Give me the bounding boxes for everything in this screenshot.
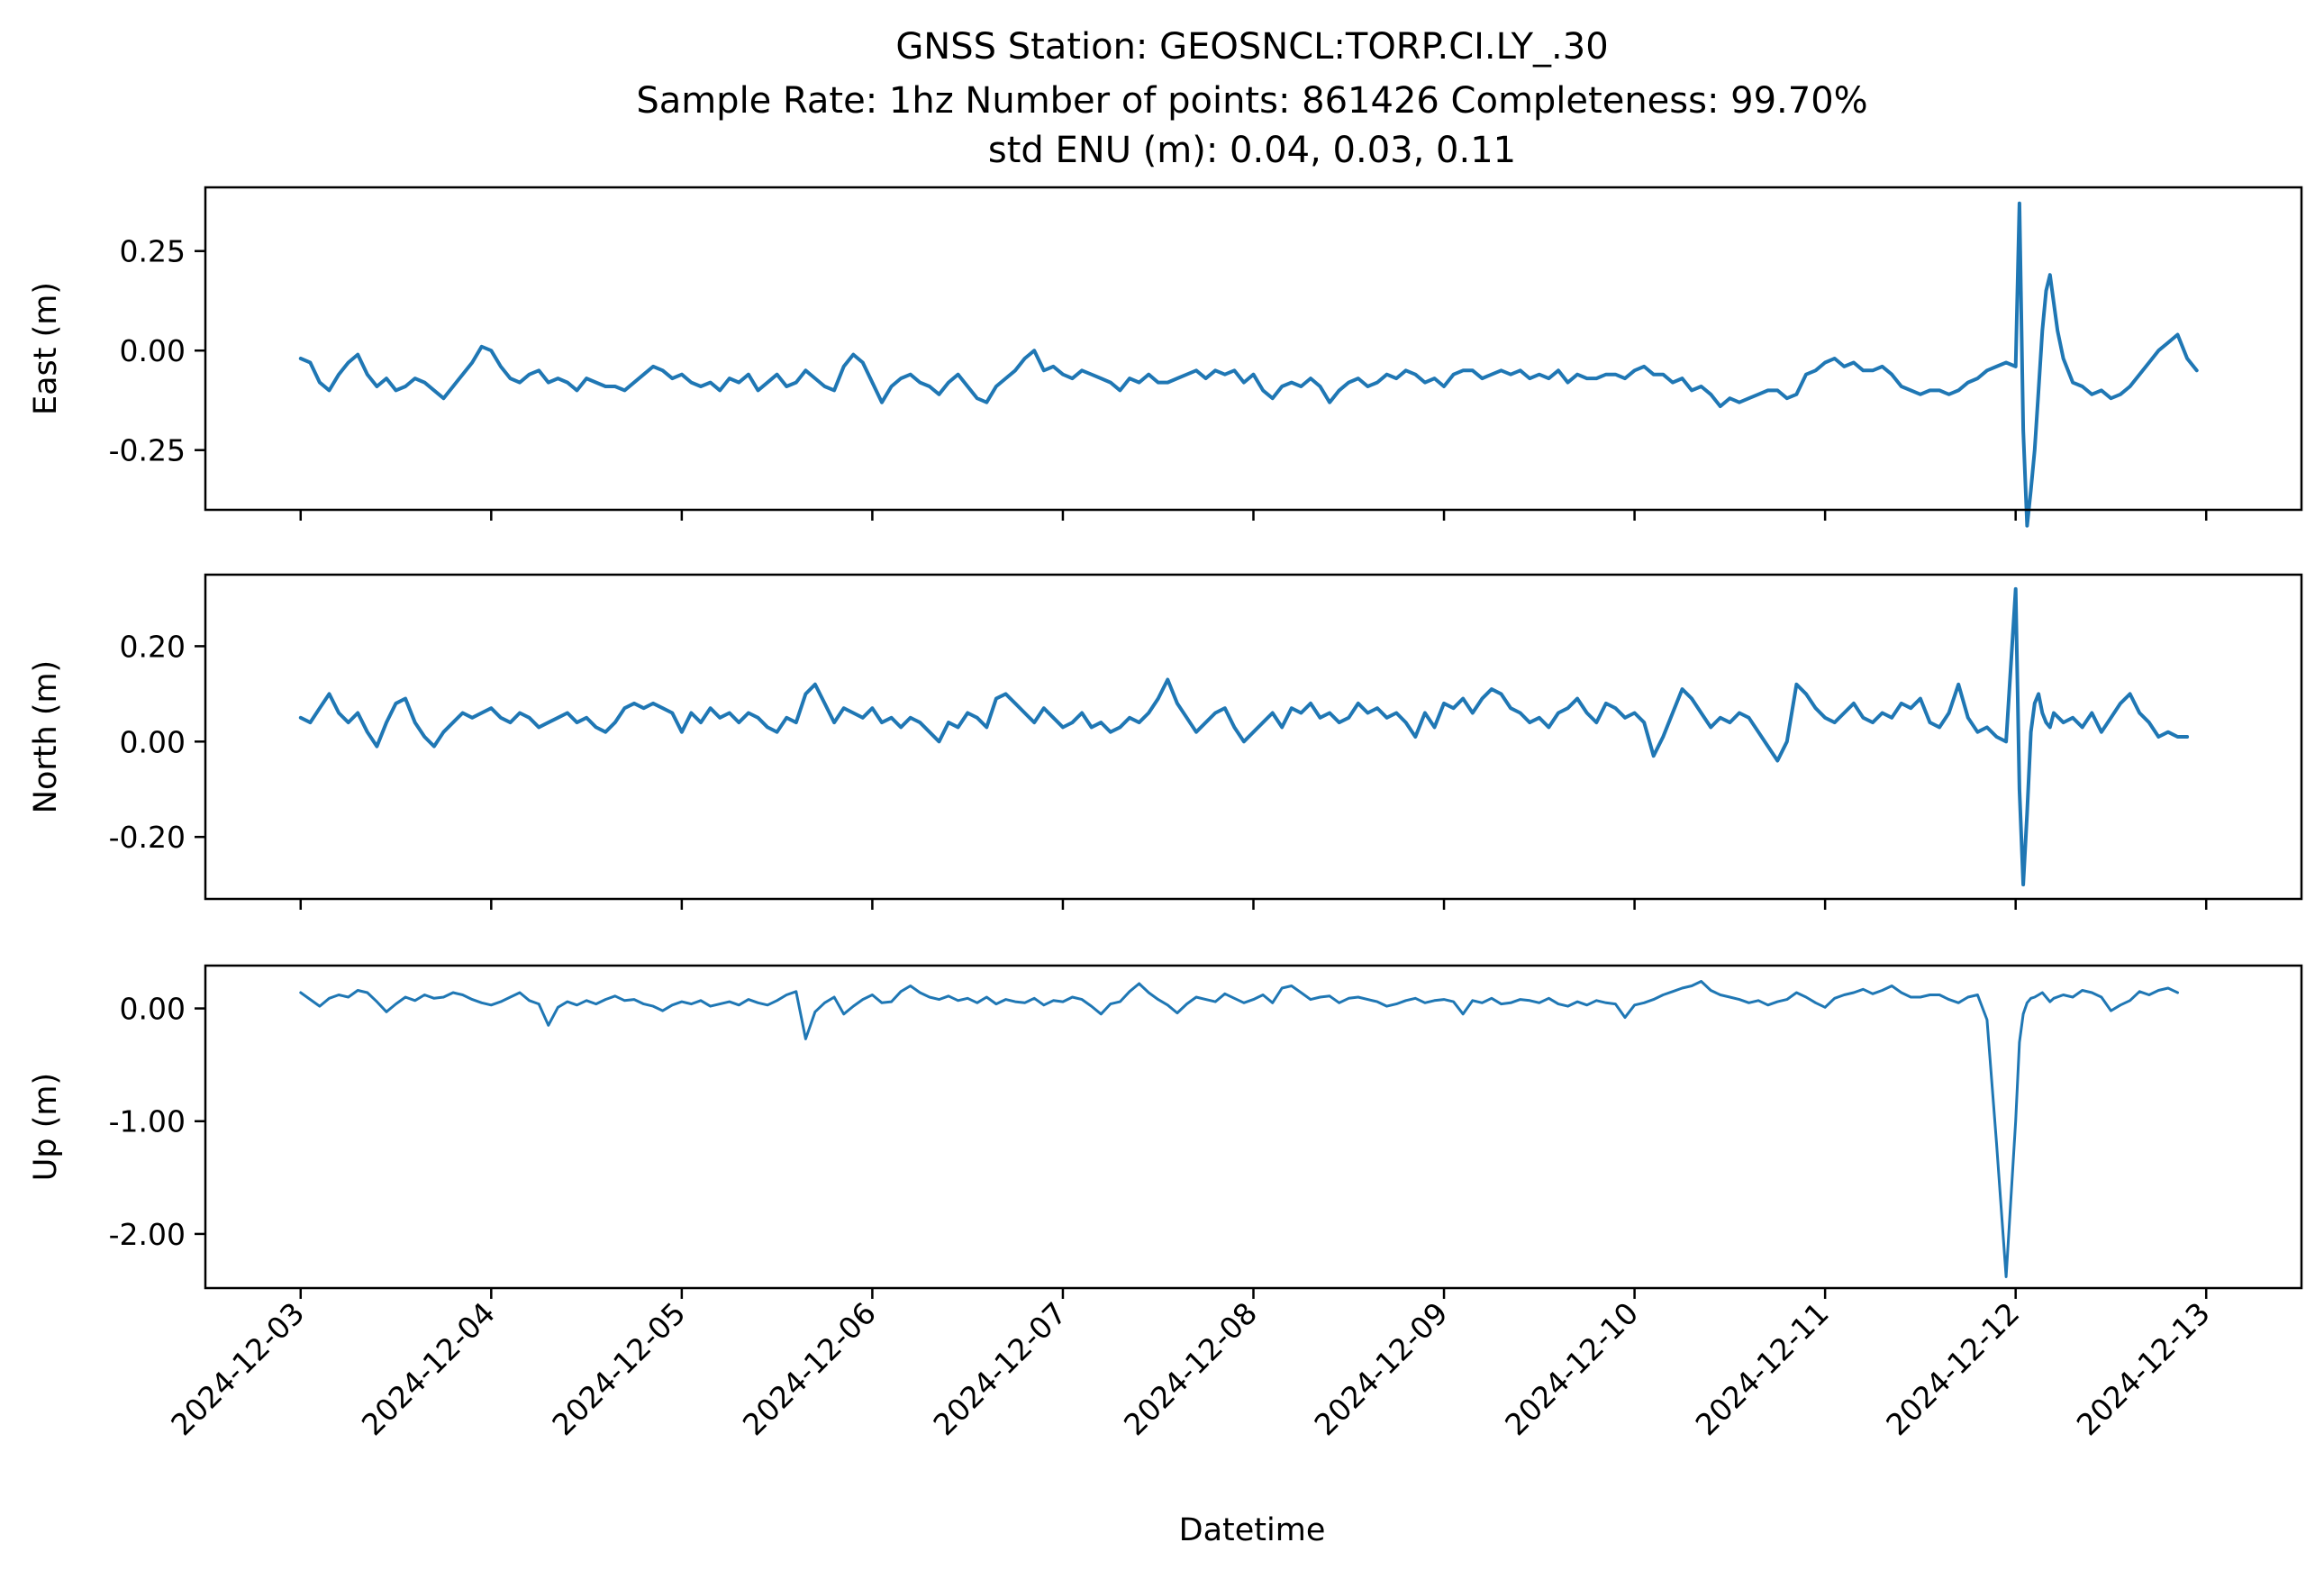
up-series-line [299, 980, 2179, 1278]
north-y-tick-label: -0.20 [109, 820, 186, 855]
panel-east: 0.25 0.00 -0.25 East (m) [28, 186, 2303, 528]
chart-title-line-3: std ENU (m): 0.04, 0.03, 0.11 [988, 130, 1516, 171]
panel-up: 0.00 -1.00 -2.00 Up (m) [28, 964, 2303, 1299]
east-y-tick-label: -0.25 [109, 433, 186, 468]
up-y-tick-label: 0.00 [120, 992, 186, 1027]
up-y-axis-label: Up (m) [28, 1073, 64, 1181]
north-y-tick-label: 0.00 [120, 724, 186, 759]
chart-title-line-1: GNSS Station: GEOSNCL:TORP.CI.LY_.30 [895, 26, 1608, 68]
up-y-tick-label: -1.00 [109, 1104, 186, 1139]
chart-title-line-2: Sample Rate: 1hz Number of points: 86142… [636, 80, 1867, 122]
up-y-tick-label: -2.00 [109, 1217, 186, 1252]
east-y-tick-label: 0.00 [120, 333, 186, 368]
x-axis-label: Datetime [1179, 1512, 1326, 1548]
north-y-tick-label: 0.20 [120, 629, 186, 664]
panel-north: 0.20 0.00 -0.20 North (m) [28, 573, 2303, 910]
north-y-axis-label: North (m) [28, 660, 64, 813]
east-y-axis-label: East (m) [28, 282, 64, 415]
north-series-line [298, 586, 2190, 887]
east-series-line [298, 201, 2199, 528]
east-y-tick-label: 0.25 [120, 234, 186, 269]
